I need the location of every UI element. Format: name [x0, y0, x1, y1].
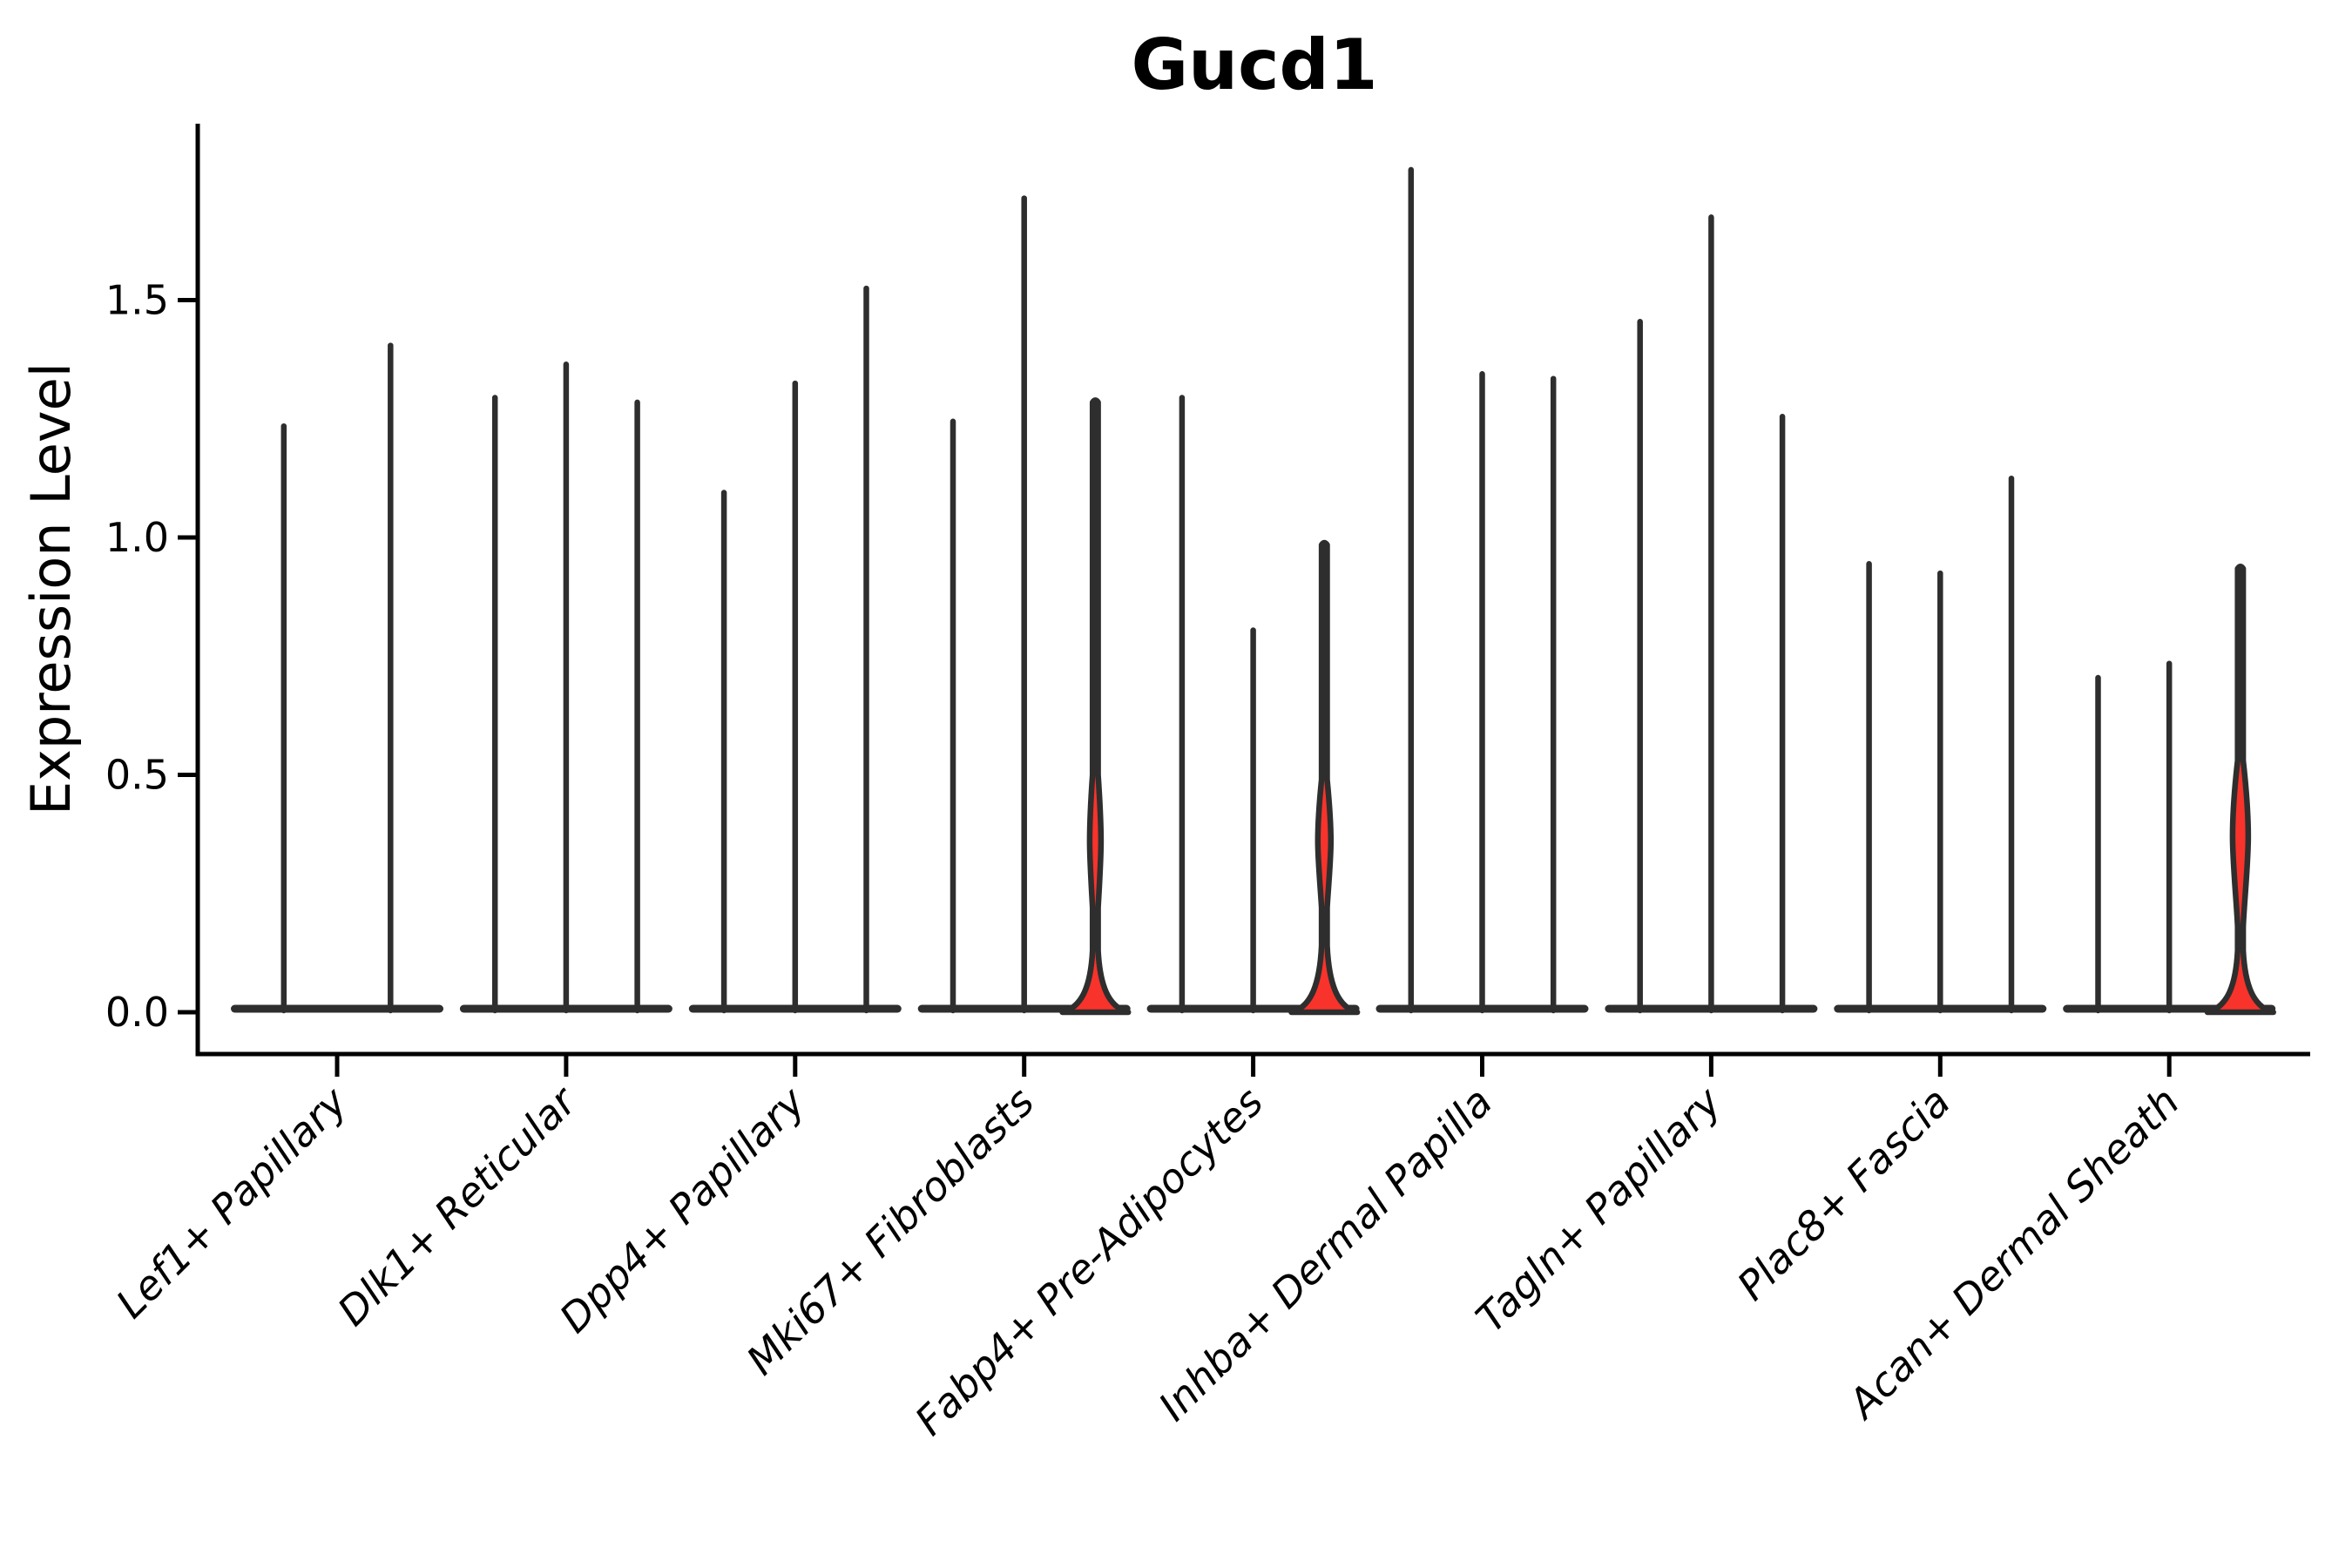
violin-filled: [2204, 564, 2276, 1016]
y-tick-label: 1.0: [105, 514, 169, 561]
x-tick-label: Dpp4+ Papillary: [551, 1078, 814, 1342]
x-tick-label: Dlk1+ Reticular: [328, 1076, 587, 1335]
y-tick-label: 1.5: [105, 277, 169, 324]
y-tick-label: 0.5: [105, 752, 169, 799]
plot-title: Gucd1: [1132, 24, 1378, 105]
x-tick-label: Lef1+ Papillary: [107, 1078, 356, 1327]
y-axis-label: Expression Level: [19, 362, 83, 815]
x-tick-label: Tagln+ Papillary: [1467, 1078, 1731, 1342]
violin-filled: [1059, 397, 1132, 1016]
x-tick-label: Plac8+ Fascia: [1728, 1078, 1959, 1309]
y-tick-label: 0.0: [105, 989, 169, 1036]
violin-filled: [1288, 539, 1361, 1016]
